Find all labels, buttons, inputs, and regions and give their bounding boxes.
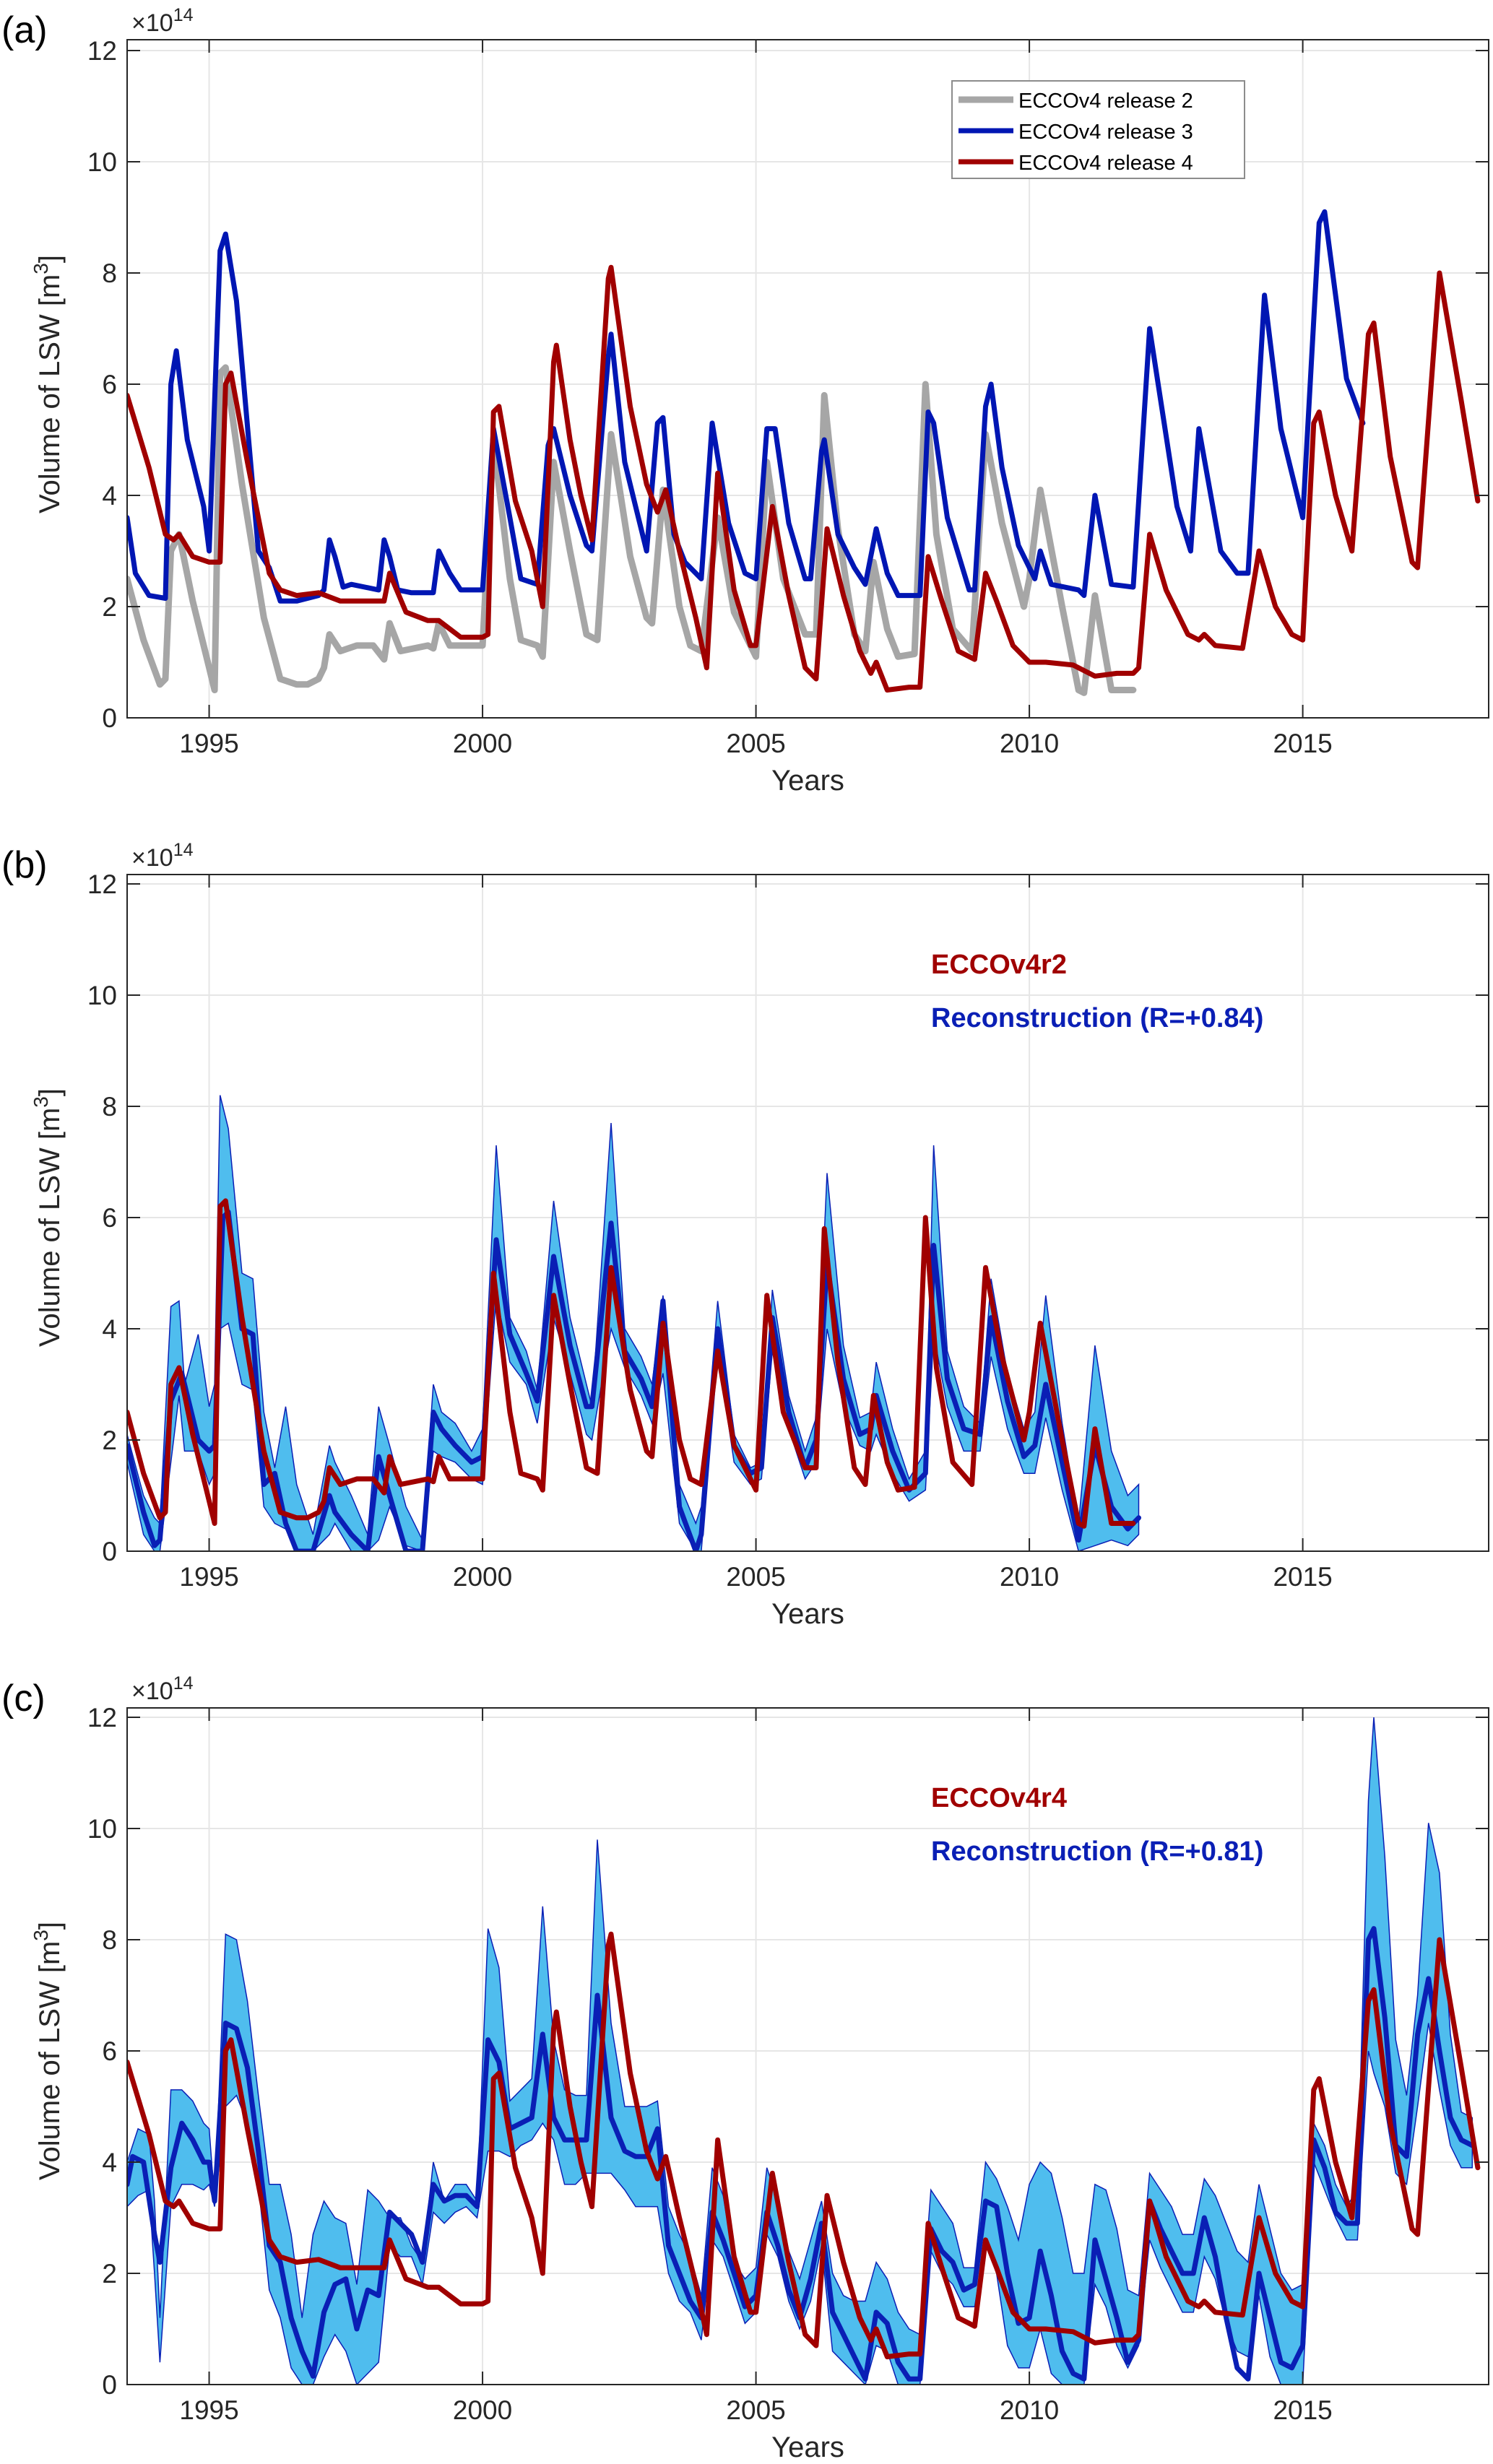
y-tick-label: 6 [102,1203,117,1233]
x-tick-label: 1995 [179,729,238,758]
annotation-reconstruction: Reconstruction (R=+0.81) [931,1836,1263,1867]
y-tick-label: 2 [102,1426,117,1455]
y-tick-label: 6 [102,370,117,399]
plot-frame [126,1707,1489,2385]
y-tick-label: 0 [102,2370,117,2400]
y-axis-label: Volume of LSW [m3] [30,1922,66,2180]
x-tick-label: 2015 [1273,729,1332,758]
y-tick-label: 2 [102,592,117,622]
y-tick-label: 12 [87,869,117,899]
band-reconstruction-uncertainty-band [127,1717,1473,2385]
panel-a: 1995 2000 2005 2010 2015 0 2 4 6 8 10 12 ×1014 (a) Yea… [1,5,1489,797]
y-tick-label: 4 [102,2148,117,2177]
series-group [127,1717,1481,2385]
annotation-model: ECCOv4r2 [931,950,1067,980]
legend-entry: ECCOv4 release 3 [1018,121,1193,144]
x-tick-label: 2015 [1273,2395,1332,2425]
panel-label: (c) [1,1678,46,1719]
annotation-model: ECCOv4r4 [931,1783,1067,1813]
annotation-reconstruction: Reconstruction (R=+0.84) [931,1003,1263,1033]
y-tick-label: 10 [87,981,117,1010]
y-tick-label: 6 [102,2036,117,2066]
plot-frame [126,39,1489,719]
y-tick-label: 10 [87,1814,117,1844]
x-tick-label: 2005 [726,2395,785,2425]
legend-entry: ECCOv4 release 2 [1018,90,1193,113]
y-tick-label: 0 [102,703,117,733]
x-tick-label: 2010 [1000,1562,1059,1592]
y-tick-label: 0 [102,1537,117,1566]
panel-b: 1995 2000 2005 2010 2015 0 2 4 6 8 10 12 ×1014 (b) Yea… [1,840,1489,1630]
line-eccov4r4 [127,1931,1481,2359]
series-group [127,1095,1141,1551]
y-exponent-label: ×1014 [131,840,194,872]
line-eccov4-release-4 [127,264,1481,693]
x-tick-label: 1995 [179,2395,238,2425]
x-tick-label: 2000 [453,2395,512,2425]
x-tick-label: 2010 [1000,729,1059,758]
line-reconstruction [127,1209,1141,1551]
line-eccov4-release-2 [127,364,1137,696]
y-tick-label: 4 [102,481,117,511]
y-tick-label: 2 [102,2259,117,2289]
y-tick-label: 8 [102,1925,117,1955]
panel-label: (a) [1,9,48,51]
y-tick-label: 8 [102,259,117,288]
grid [127,40,1489,719]
y-axis-label: Volume of LSW [m3] [30,255,66,513]
line-eccov4r2 [127,1198,1136,1529]
line-reconstruction [127,1926,1475,2382]
x-tick-label: 2000 [453,729,512,758]
x-axis-label: Years [771,2432,844,2463]
y-exponent-label: ×1014 [131,1673,194,1705]
y-axis-label: Volume of LSW [m3] [30,1088,66,1347]
x-tick-label: 2010 [1000,2395,1059,2425]
x-tick-label: 1995 [179,1562,238,1592]
y-exponent-label: ×1014 [131,5,194,37]
x-axis-label: Years [771,765,844,797]
x-tick-label: 2005 [726,1562,785,1592]
y-tick-label: 12 [87,36,117,66]
series-group [127,209,1481,696]
y-tick-label: 8 [102,1092,117,1122]
legend: ECCOv4 release 2 ECCOv4 release 3 ECCOv4 r… [951,80,1245,179]
x-tick-label: 2005 [726,729,785,758]
x-axis-label: Years [771,1598,844,1630]
y-tick-label: 12 [87,1703,117,1732]
x-tick-label: 2000 [453,1562,512,1592]
plot-frame [126,874,1489,1552]
y-tick-label: 4 [102,1314,117,1344]
panel-c: 1995 2000 2005 2010 2015 0 2 4 6 8 10 12 ×1014 (c) Yea… [1,1673,1489,2463]
line-eccov4-release-3 [127,209,1366,604]
y-tick-label: 10 [87,147,117,177]
x-tick-label: 2015 [1273,1562,1332,1592]
panel-label: (b) [1,844,48,886]
legend-entry: ECCOv4 release 4 [1018,152,1193,175]
